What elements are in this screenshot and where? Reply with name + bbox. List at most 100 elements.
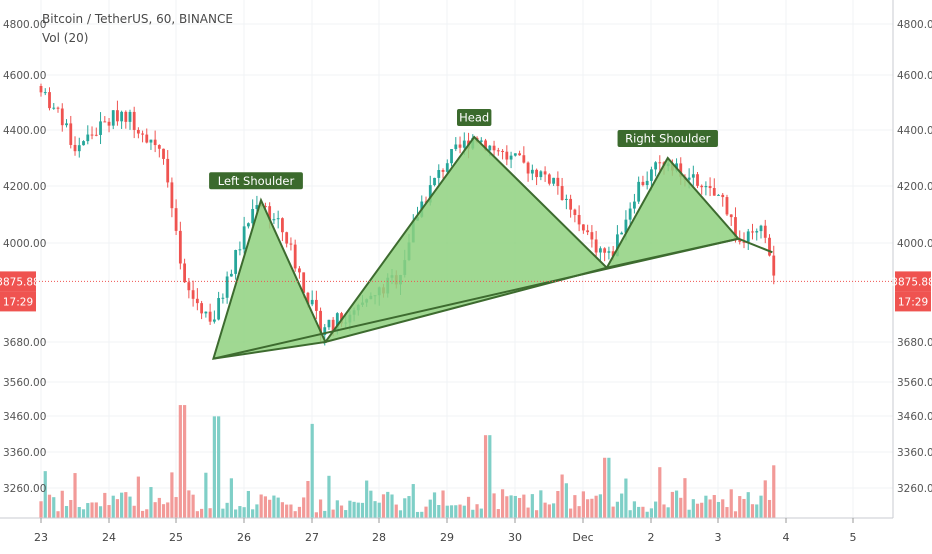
- volume-bar: [432, 492, 437, 518]
- candle-body: [86, 134, 90, 142]
- volume-bar: [725, 507, 729, 518]
- volume-bar: [513, 495, 517, 518]
- left-price-box: [0, 271, 36, 292]
- volume-bar: [539, 490, 543, 518]
- candle-body: [734, 217, 737, 239]
- volume-bar: [471, 509, 475, 518]
- candle-body: [323, 327, 327, 335]
- candle-body: [149, 139, 153, 143]
- volume-bar: [603, 457, 607, 518]
- volume-bar: [310, 423, 314, 518]
- candle-body: [479, 140, 483, 142]
- candle-body: [535, 169, 538, 178]
- volume-bar: [641, 506, 645, 518]
- candle-body: [225, 276, 229, 298]
- candle-body: [99, 121, 102, 135]
- volume-bar: [398, 510, 403, 518]
- x-tick-label: 25: [169, 531, 183, 544]
- x-tick-label: 4: [783, 531, 790, 544]
- candle-body: [157, 145, 161, 149]
- volume-bar: [381, 494, 386, 518]
- candle-body: [234, 250, 238, 274]
- y-tick-label-left: 3260.00: [3, 483, 46, 495]
- candle-body: [641, 181, 645, 186]
- candle-body: [217, 298, 221, 320]
- candle-body: [306, 292, 310, 305]
- volume-bar: [56, 511, 60, 518]
- x-tick-label: 30: [508, 531, 522, 544]
- candle-body: [124, 111, 128, 122]
- volume-bar: [128, 496, 132, 518]
- candle-body: [742, 241, 746, 243]
- volume-bar: [670, 491, 674, 518]
- pattern-label: Head: [459, 111, 489, 125]
- volume-bar: [369, 490, 373, 518]
- volume-bar: [620, 493, 624, 518]
- candle-body: [174, 208, 178, 231]
- neckline: [213, 237, 739, 360]
- volume-bar: [403, 498, 407, 518]
- volume-bar: [534, 510, 539, 518]
- volume-bar: [225, 502, 229, 518]
- volume-bar: [47, 494, 52, 518]
- candle-body: [116, 110, 119, 122]
- volume-bar: [255, 504, 259, 518]
- candle-body: [712, 188, 716, 196]
- volume-bar: [365, 480, 369, 518]
- volume-bar: [530, 494, 534, 518]
- candle-body: [704, 186, 708, 188]
- volume-bar: [386, 491, 390, 518]
- candle-body: [755, 231, 759, 233]
- volume-bar: [428, 499, 432, 518]
- y-tick-label-left: 4200.00: [3, 181, 46, 193]
- volume-bar: [390, 494, 394, 518]
- candle-body: [441, 169, 445, 172]
- candle-body: [298, 268, 301, 273]
- volume-bar: [679, 497, 683, 518]
- y-tick-label-right: 3460.00: [897, 411, 932, 423]
- volume-bar: [437, 505, 441, 518]
- volume-bar: [552, 503, 556, 518]
- candle-body: [496, 150, 500, 152]
- volume-bar: [352, 501, 356, 518]
- volume-indicator-label: Vol (20): [42, 31, 89, 45]
- candle-body: [246, 223, 250, 227]
- x-tick-label: 5: [850, 531, 857, 544]
- candle-body: [560, 186, 564, 200]
- candle-body: [238, 249, 242, 251]
- candle-body: [170, 182, 174, 209]
- candle-body: [492, 145, 496, 151]
- volume-bar: [293, 511, 297, 518]
- volume-bar: [153, 502, 157, 518]
- candle-body: [505, 151, 509, 160]
- volume-bar: [742, 498, 746, 518]
- volume-bar: [149, 487, 153, 518]
- candle-body: [552, 177, 556, 184]
- left-countdown-text: 17:29: [3, 296, 33, 308]
- volume-bar: [335, 500, 339, 518]
- volume-bar: [708, 499, 712, 518]
- candle-body: [251, 208, 255, 224]
- candle-body: [616, 234, 619, 257]
- candle-body: [39, 86, 43, 93]
- candle-body: [650, 169, 653, 181]
- volume-bar: [178, 405, 182, 518]
- right-shoulder-triangle: [604, 156, 741, 270]
- volume-bar: [360, 502, 365, 518]
- volume-bar: [509, 495, 513, 518]
- candle-body: [111, 110, 115, 126]
- volume-bar: [86, 503, 90, 518]
- volume-bar: [377, 502, 381, 518]
- candle-body: [191, 290, 195, 299]
- volume-bar: [479, 508, 483, 518]
- candle-body: [128, 111, 132, 122]
- volume-bar: [462, 505, 466, 518]
- volume-bar: [145, 509, 149, 518]
- volume-bar: [577, 506, 581, 518]
- x-tick-label: 26: [237, 531, 251, 544]
- volume-bar: [632, 501, 637, 518]
- candle-body: [77, 145, 81, 152]
- candle-body: [187, 282, 191, 291]
- volume-bar: [483, 435, 488, 518]
